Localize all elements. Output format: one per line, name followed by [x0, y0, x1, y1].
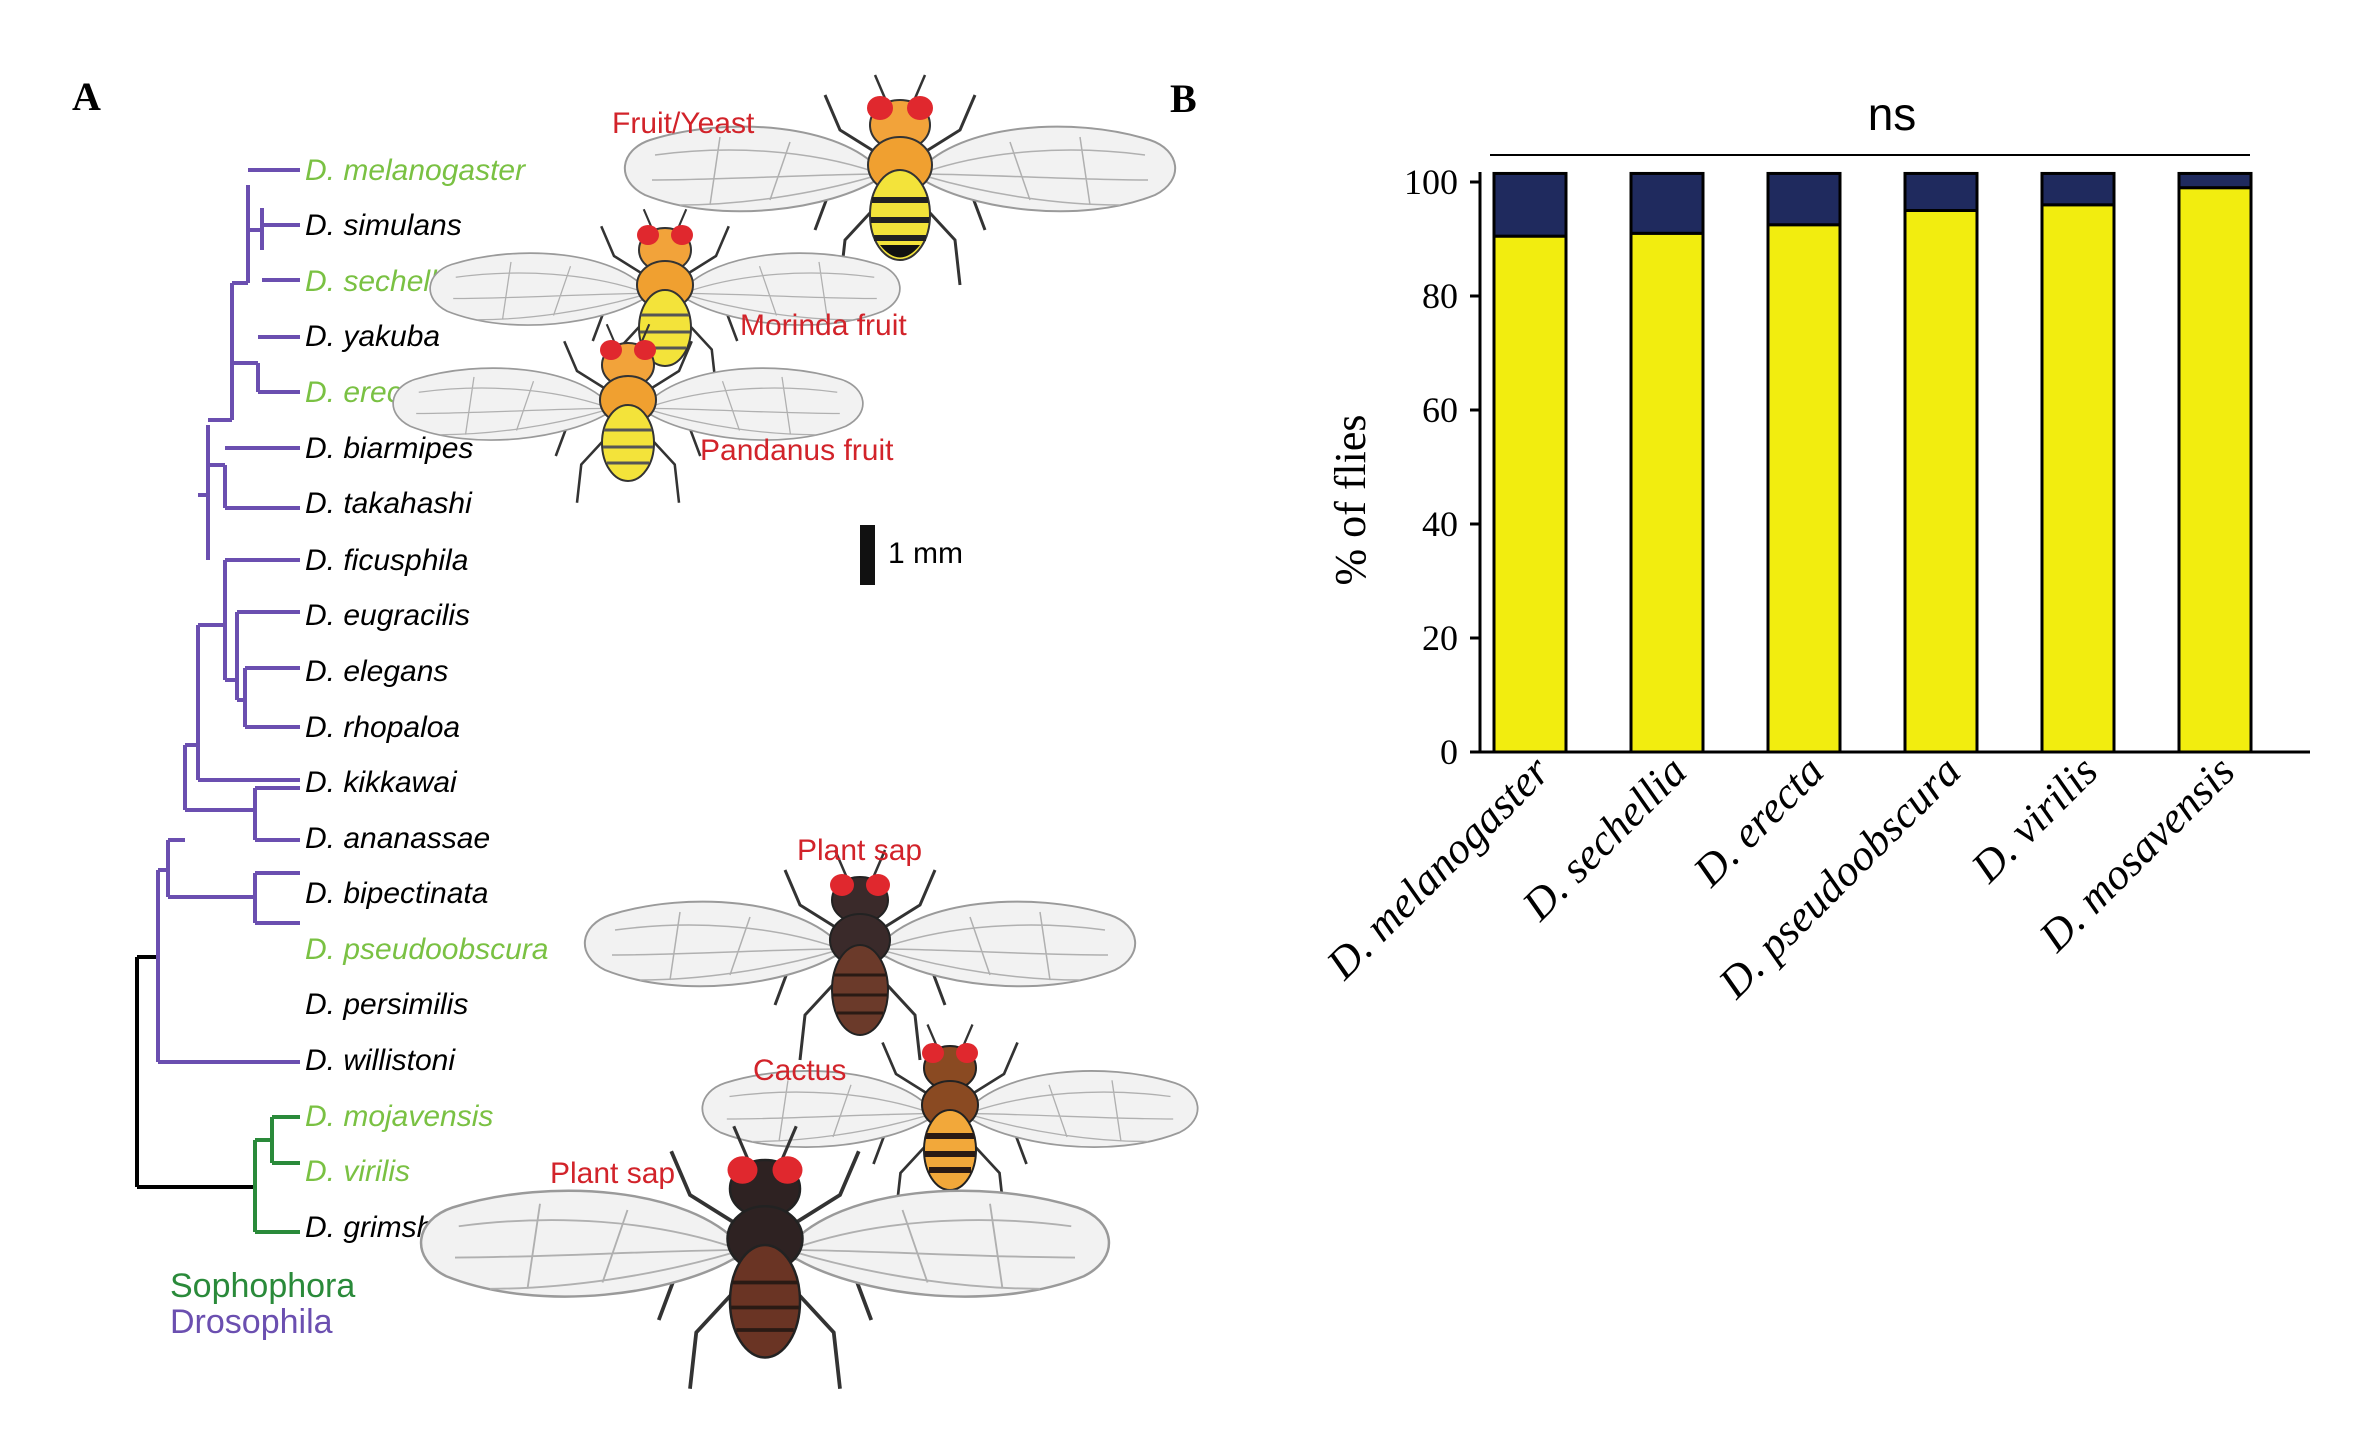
species-label: D. kikkawai	[305, 766, 458, 799]
bar-segment-navy	[1492, 171, 1568, 238]
scale-bar-label: 1 mm	[888, 537, 963, 570]
legend-sophophora: Sophophora	[170, 1267, 355, 1305]
bar-segment-navy	[1903, 171, 1979, 212]
panel-a-label: A	[72, 74, 101, 119]
species-label: D. elegans	[305, 655, 448, 688]
species-label: D. takahashi	[305, 487, 473, 520]
fly-illustrations	[392, 73, 1199, 1391]
species-label: D. melanogaster	[305, 154, 526, 187]
sophophora-clade	[253, 1115, 300, 1234]
species-label: D. ananassae	[305, 822, 490, 855]
species-label: D. virilis	[305, 1155, 410, 1188]
habitat-label: Morinda fruit	[740, 309, 907, 342]
fly-melanogaster-icon	[623, 73, 1177, 287]
species-label: D. ficusphila	[305, 544, 468, 577]
y-tick-label: 20	[1422, 618, 1458, 658]
habitat-label: Plant sap	[797, 834, 922, 867]
bar-segment-yellow	[2177, 186, 2253, 754]
bar-segment-navy	[1766, 171, 1842, 227]
species-label: D. mojavensis	[305, 1100, 493, 1133]
panel-b-label: B	[1170, 76, 1197, 121]
species-label: D. eugracilis	[305, 599, 470, 632]
y-axis-label: % of flies	[1326, 414, 1375, 585]
fly-erecta-icon	[392, 322, 864, 505]
x-tick-label: D. melanogaster	[1316, 746, 1559, 989]
habitat-labels: Fruit/Yeast Morinda fruit Pandanus fruit…	[550, 107, 922, 1190]
bar-segment-navy	[2040, 171, 2116, 207]
x-tick-label: D. pseudoobscura	[1708, 746, 1970, 1008]
species-label: D. pseudoobscura	[305, 933, 549, 966]
scale-bar: 1 mm	[860, 525, 963, 585]
y-tick-label: 0	[1440, 732, 1458, 772]
bar-segment-yellow	[1903, 209, 1979, 754]
fly-pseudoobscura-icon	[583, 848, 1137, 1062]
fly-mojavensis-icon	[701, 1023, 1199, 1215]
fly-grimshawi-icon	[419, 1124, 1111, 1391]
y-tick-label: 100	[1404, 162, 1458, 202]
habitat-label: Cactus	[753, 1054, 846, 1087]
panel-b: B ns % of flies 0 20 40 60 80 100 D. melanogas…	[1170, 76, 2310, 1008]
significance-annotation: ns	[1490, 88, 2250, 156]
bar-segment-yellow	[1766, 223, 1842, 754]
bar-segment-yellow	[1629, 231, 1705, 754]
phylogenetic-tree	[135, 168, 300, 1234]
species-label: D. yakuba	[305, 320, 440, 353]
habitat-label: Plant sap	[550, 1157, 675, 1190]
bar-segment-yellow	[1492, 234, 1568, 754]
species-label: D. rhopaloa	[305, 711, 460, 744]
species-label: D. persimilis	[305, 988, 468, 1021]
species-labels: D. melanogaster D. simulans D. sechellia…	[305, 154, 549, 1244]
bar-segment-navy	[1629, 171, 1705, 235]
species-label: D. biarmipes	[305, 432, 473, 465]
y-tick-label: 80	[1422, 276, 1458, 316]
scale-bar-line	[860, 525, 875, 585]
legend-drosophila: Drosophila	[170, 1303, 333, 1341]
drosophila-clade	[156, 168, 300, 1064]
habitat-label: Fruit/Yeast	[612, 107, 755, 140]
clade-legend: Sophophora Drosophila	[170, 1267, 355, 1341]
y-tick-label: 60	[1422, 390, 1458, 430]
fly-sechellia-icon	[429, 207, 901, 390]
species-label: D. willistoni	[305, 1044, 456, 1077]
panel-a: A	[72, 73, 1199, 1391]
bar-segment-navy	[2177, 171, 2253, 190]
significance-label: ns	[1868, 88, 1917, 140]
bar-segment-yellow	[2040, 203, 2116, 754]
y-tick-label: 40	[1422, 504, 1458, 544]
species-label: D. bipectinata	[305, 877, 488, 910]
species-label: D. simulans	[305, 209, 462, 242]
habitat-label: Pandanus fruit	[700, 434, 894, 467]
